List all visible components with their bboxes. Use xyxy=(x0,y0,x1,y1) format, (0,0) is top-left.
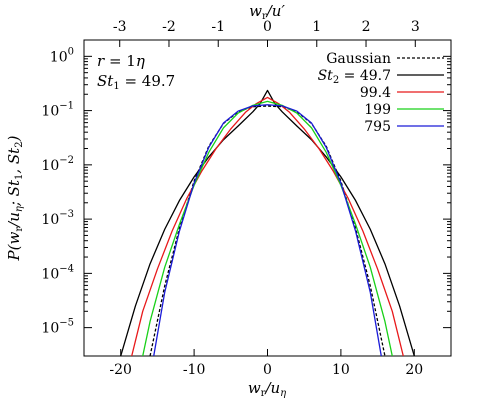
annotation-r: r = 1η xyxy=(97,52,145,70)
x-tick-label: 0 xyxy=(263,362,272,378)
x-tick-label: -10 xyxy=(183,362,206,378)
top-x-tick-label: 2 xyxy=(362,19,371,35)
series-line-1 xyxy=(120,89,415,356)
y-tick-label: 10−4 xyxy=(41,263,74,282)
annotation-st1: St1 = 49.7 xyxy=(97,72,175,92)
top-x-tick-label: -3 xyxy=(113,19,127,35)
legend-label: St2 = 49.7 xyxy=(318,68,391,86)
legend-label: 795 xyxy=(364,119,391,135)
top-x-tick-label: 1 xyxy=(312,19,321,35)
x-axis-label: wr/uη xyxy=(248,379,286,399)
top-x-axis-label: wr/u′ xyxy=(249,2,285,22)
x-tick-label: -20 xyxy=(109,362,132,378)
y-tick-label: 10−1 xyxy=(41,101,74,120)
series-line-2 xyxy=(131,96,404,356)
series-line-0 xyxy=(149,105,386,356)
top-x-tick-label: -2 xyxy=(162,19,176,35)
y-tick-label: 10−3 xyxy=(41,209,74,228)
y-tick-label: 10−5 xyxy=(41,318,74,337)
y-axis-label: P(wr/uη; St1, St2) xyxy=(5,135,25,261)
legend-label: 199 xyxy=(364,102,391,118)
y-tick-label: 10−2 xyxy=(41,155,74,174)
x-tick-label: 10 xyxy=(332,362,350,378)
legend-label: Gaussian xyxy=(326,51,391,67)
top-x-tick-label: 3 xyxy=(411,19,420,35)
series-line-3 xyxy=(142,100,393,356)
legend-label: 99.4 xyxy=(360,85,391,101)
series-line-4 xyxy=(153,104,382,356)
top-x-tick-label: 0 xyxy=(263,19,272,35)
x-tick-label: 20 xyxy=(405,362,423,378)
axis-ticks: -20 -10 0 10 20-3 -2 -1 0 1 2 310−510−410−310−210−… xyxy=(41,19,451,378)
series-lines xyxy=(120,89,415,356)
top-x-tick-label: -1 xyxy=(211,19,225,35)
y-tick-label: 100 xyxy=(50,46,74,65)
